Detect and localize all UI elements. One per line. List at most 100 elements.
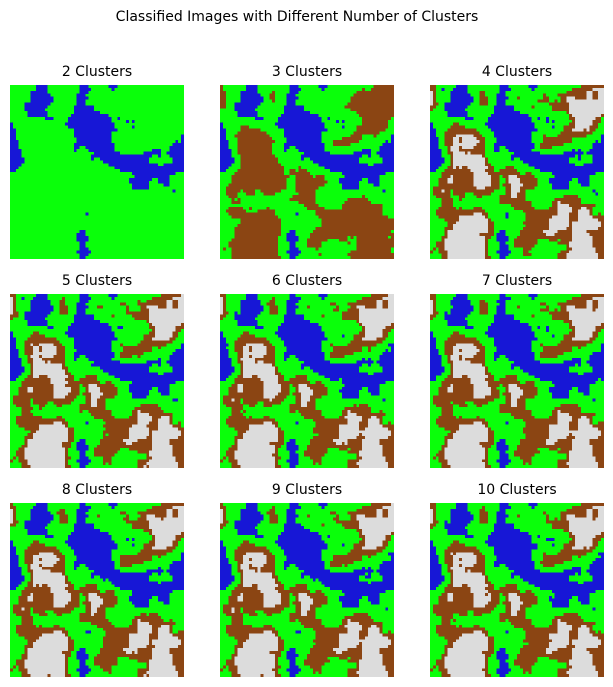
class-region-soil xyxy=(137,439,153,442)
class-region-soil xyxy=(309,439,334,442)
class-region-soil xyxy=(298,192,316,196)
class-region-bare xyxy=(240,592,244,596)
class-region-soil xyxy=(592,215,604,219)
class-region-water xyxy=(289,294,296,297)
class-region-soil xyxy=(85,595,89,599)
class-region-soil xyxy=(234,645,244,649)
class-region-soil xyxy=(482,154,486,158)
class-region-soil xyxy=(94,659,118,663)
class-region-soil xyxy=(362,325,365,329)
class-region-soil xyxy=(307,656,328,660)
class-region-water xyxy=(220,154,232,158)
class-region-soil xyxy=(263,401,281,405)
class-region-water xyxy=(163,601,170,605)
class-region-bare xyxy=(251,349,267,353)
class-region-soil xyxy=(278,642,284,646)
class-region-soil xyxy=(432,311,439,315)
class-region-soil xyxy=(222,610,232,614)
class-region-water xyxy=(367,177,380,181)
class-region-soil xyxy=(430,503,436,506)
class-region-water xyxy=(114,375,184,379)
class-region-water xyxy=(499,296,512,300)
class-region-bare xyxy=(243,555,267,559)
class-region-soil xyxy=(15,418,66,422)
class-region-soil xyxy=(441,201,454,204)
class-region-water xyxy=(220,134,226,138)
class-region-bare xyxy=(444,238,486,242)
class-region-water xyxy=(240,90,258,94)
class-region-bare xyxy=(461,558,477,562)
class-region-bare xyxy=(231,610,235,614)
class-region-soil xyxy=(362,537,365,541)
class-region-water xyxy=(496,653,509,657)
class-region-water xyxy=(430,154,442,158)
class-region-water xyxy=(10,154,22,158)
classified-map xyxy=(10,85,184,259)
class-region-bare xyxy=(473,598,491,602)
class-region-soil xyxy=(134,616,161,620)
class-region-bare xyxy=(365,328,383,332)
class-region-water xyxy=(583,163,604,167)
class-region-soil xyxy=(272,630,278,634)
class-region-soil xyxy=(379,627,383,631)
class-region-water xyxy=(172,160,184,164)
class-region-soil xyxy=(505,166,515,170)
class-region-soil xyxy=(540,352,564,355)
class-region-soil xyxy=(102,424,132,428)
class-region-bare xyxy=(246,639,278,643)
class-region-soil xyxy=(485,372,491,376)
class-region-soil xyxy=(68,648,74,651)
class-region-soil xyxy=(517,96,520,100)
class-region-bare xyxy=(453,346,477,350)
class-region-water xyxy=(169,563,184,567)
class-region-water xyxy=(493,552,532,556)
class-region-soil xyxy=(461,584,468,588)
class-region-water xyxy=(220,552,226,556)
class-region-soil xyxy=(12,514,16,518)
class-region-soil xyxy=(450,366,454,370)
class-region-soil xyxy=(172,334,179,338)
class-region-water xyxy=(128,595,153,599)
class-region-soil xyxy=(140,305,147,309)
class-region-soil xyxy=(499,619,506,622)
class-region-soil xyxy=(488,221,494,225)
class-region-bare xyxy=(152,546,167,550)
class-region-water xyxy=(10,546,16,550)
class-region-soil xyxy=(563,125,575,129)
class-region-water xyxy=(283,566,287,570)
class-region-water xyxy=(295,630,302,634)
class-region-soil xyxy=(123,349,153,353)
class-region-soil xyxy=(347,198,368,202)
class-region-soil xyxy=(525,630,558,634)
class-region-soil xyxy=(289,613,302,617)
class-region-water xyxy=(379,354,394,358)
class-region-bare xyxy=(359,674,389,677)
class-region-water xyxy=(76,93,86,97)
class-region-bare xyxy=(234,456,276,460)
class-region-bare xyxy=(301,401,307,405)
class-region-soil xyxy=(490,389,500,393)
class-region-soil xyxy=(569,433,573,437)
class-region-soil xyxy=(243,598,264,602)
class-region-water xyxy=(548,386,573,390)
class-region-soil xyxy=(473,624,480,628)
class-region-water xyxy=(220,584,229,588)
class-region-water xyxy=(450,508,468,512)
class-region-soil xyxy=(137,302,167,306)
class-region-soil xyxy=(522,221,549,225)
class-region-soil xyxy=(444,636,459,640)
class-region-soil xyxy=(15,630,54,634)
class-region-soil xyxy=(128,656,153,660)
class-region-soil xyxy=(278,392,290,396)
class-region-bare xyxy=(572,221,602,225)
class-region-bare xyxy=(447,253,486,257)
class-region-soil xyxy=(240,372,244,376)
class-region-bare xyxy=(155,543,173,547)
class-region-soil xyxy=(444,436,454,440)
class-region-water xyxy=(391,140,394,144)
class-region-bare xyxy=(511,192,517,196)
class-region-bare xyxy=(33,578,66,582)
class-region-soil xyxy=(275,462,278,466)
class-region-bare xyxy=(456,134,474,138)
class-region-bare xyxy=(577,418,590,422)
